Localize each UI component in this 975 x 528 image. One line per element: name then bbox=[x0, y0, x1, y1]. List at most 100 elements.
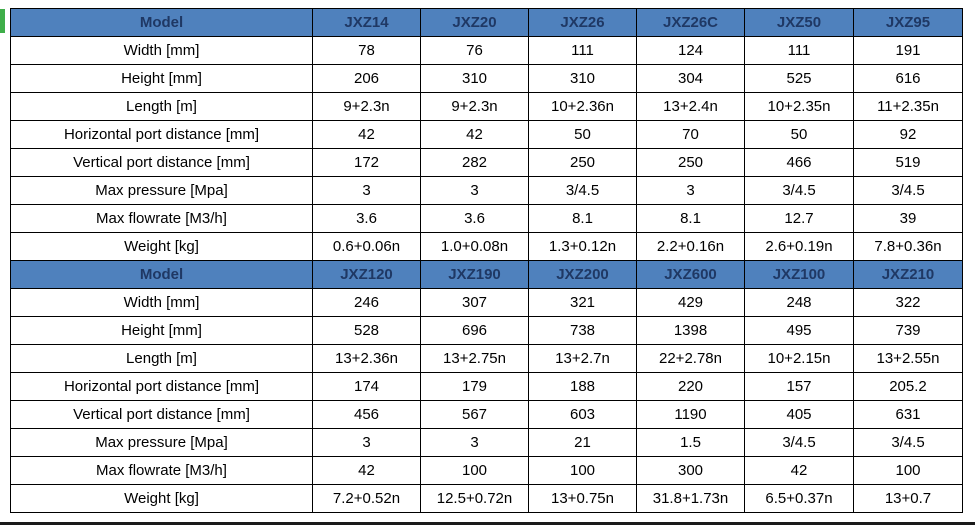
spec-value-cell: 206 bbox=[312, 64, 421, 93]
spec-row: Horizontal port distance [mm] 174 179 188 22… bbox=[10, 372, 963, 401]
spec-value-cell: 250 bbox=[528, 148, 637, 177]
spec-value-cell: 3/4.5 bbox=[744, 176, 854, 205]
spec-row-label: Weight [kg] bbox=[10, 484, 313, 513]
spec-row: Vertical port distance [mm] 172 282 250 250 4… bbox=[10, 148, 963, 177]
spec-row-label: Max flowrate [M3/h] bbox=[10, 456, 313, 485]
spec-value-cell: 246 bbox=[312, 288, 421, 317]
spec-row: Weight [kg] 7.2+0.52n 12.5+0.72n 13+0.75n 31… bbox=[10, 484, 963, 513]
spec-value-cell: 456 bbox=[312, 400, 421, 429]
spec-value-cell: 300 bbox=[636, 456, 745, 485]
spec-row-label: Length [m] bbox=[10, 344, 313, 373]
spec-value-cell: 248 bbox=[744, 288, 854, 317]
spec-value-cell: 3 bbox=[312, 176, 421, 205]
model-name-cell: JXZ26C bbox=[636, 8, 745, 37]
spec-row: Width [mm] 246 307 321 429 248 322 bbox=[10, 288, 963, 317]
spec-value-cell: 205.2 bbox=[853, 372, 963, 401]
spec-value-cell: 8.1 bbox=[636, 204, 745, 233]
spec-value-cell: 70 bbox=[636, 120, 745, 149]
spec-row-label: Vertical port distance [mm] bbox=[10, 148, 313, 177]
model-header-row-2: Model JXZ120 JXZ190 JXZ200 JXZ600 JXZ100 JXZ21… bbox=[10, 260, 963, 289]
spec-value-cell: 528 bbox=[312, 316, 421, 345]
spec-table: Model JXZ14 JXZ20 JXZ26 JXZ26C JXZ50 JXZ95 Widt… bbox=[10, 8, 963, 513]
spec-value-cell: 1.3+0.12n bbox=[528, 232, 637, 261]
left-edge-artifact bbox=[0, 9, 5, 33]
spec-row: Width [mm] 78 76 111 124 111 191 bbox=[10, 36, 963, 65]
spec-value-cell: 466 bbox=[744, 148, 854, 177]
spec-row-label: Height [mm] bbox=[10, 64, 313, 93]
spec-value-cell: 42 bbox=[312, 456, 421, 485]
spec-value-cell: 3/4.5 bbox=[853, 428, 963, 457]
model-name-cell: JXZ100 bbox=[744, 260, 854, 289]
spec-value-cell: 405 bbox=[744, 400, 854, 429]
spec-value-cell: 220 bbox=[636, 372, 745, 401]
spec-value-cell: 174 bbox=[312, 372, 421, 401]
spec-value-cell: 3 bbox=[636, 176, 745, 205]
spec-row-label: Length [m] bbox=[10, 92, 313, 121]
spec-row-label: Width [mm] bbox=[10, 288, 313, 317]
model-name-cell: JXZ20 bbox=[420, 8, 529, 37]
spec-value-cell: 12.5+0.72n bbox=[420, 484, 529, 513]
model-header-row-1: Model JXZ14 JXZ20 JXZ26 JXZ26C JXZ50 JXZ95 bbox=[10, 8, 963, 37]
spec-value-cell: 11+2.35n bbox=[853, 92, 963, 121]
spec-value-cell: 13+0.7 bbox=[853, 484, 963, 513]
spec-value-cell: 616 bbox=[853, 64, 963, 93]
spec-value-cell: 7.8+0.36n bbox=[853, 232, 963, 261]
spec-value-cell: 1.5 bbox=[636, 428, 745, 457]
model-name-cell: JXZ200 bbox=[528, 260, 637, 289]
spec-row-label: Width [mm] bbox=[10, 36, 313, 65]
spec-value-cell: 3 bbox=[420, 428, 529, 457]
spec-value-cell: 100 bbox=[853, 456, 963, 485]
spec-row: Max flowrate [M3/h] 3.6 3.6 8.1 8.1 12.7 39 bbox=[10, 204, 963, 233]
spec-row: Horizontal port distance [mm] 42 42 50 70 50 9… bbox=[10, 120, 963, 149]
spec-value-cell: 3/4.5 bbox=[853, 176, 963, 205]
spec-row-label: Vertical port distance [mm] bbox=[10, 400, 313, 429]
spec-value-cell: 1.0+0.08n bbox=[420, 232, 529, 261]
spec-value-cell: 696 bbox=[420, 316, 529, 345]
spec-row-label: Max flowrate [M3/h] bbox=[10, 204, 313, 233]
spec-value-cell: 603 bbox=[528, 400, 637, 429]
spec-value-cell: 519 bbox=[853, 148, 963, 177]
spec-row-label: Max pressure [Mpa] bbox=[10, 176, 313, 205]
spec-value-cell: 42 bbox=[312, 120, 421, 149]
spec-value-cell: 22+2.78n bbox=[636, 344, 745, 373]
spec-value-cell: 7.2+0.52n bbox=[312, 484, 421, 513]
model-name-cell: JXZ95 bbox=[853, 8, 963, 37]
spec-value-cell: 304 bbox=[636, 64, 745, 93]
model-header-corner: Model bbox=[10, 260, 313, 289]
model-name-cell: JXZ50 bbox=[744, 8, 854, 37]
spec-value-cell: 310 bbox=[420, 64, 529, 93]
spec-value-cell: 50 bbox=[528, 120, 637, 149]
spec-value-cell: 9+2.3n bbox=[312, 92, 421, 121]
spec-value-cell: 42 bbox=[744, 456, 854, 485]
spec-value-cell: 322 bbox=[853, 288, 963, 317]
spec-value-cell: 0.6+0.06n bbox=[312, 232, 421, 261]
spec-row-label: Horizontal port distance [mm] bbox=[10, 120, 313, 149]
spec-value-cell: 10+2.36n bbox=[528, 92, 637, 121]
spec-value-cell: 191 bbox=[853, 36, 963, 65]
spec-value-cell: 738 bbox=[528, 316, 637, 345]
spec-value-cell: 3/4.5 bbox=[528, 176, 637, 205]
spec-value-cell: 250 bbox=[636, 148, 745, 177]
spec-row: Length [m] 13+2.36n 13+2.75n 13+2.7n 22+2.78… bbox=[10, 344, 963, 373]
spec-value-cell: 13+2.36n bbox=[312, 344, 421, 373]
spec-value-cell: 13+2.75n bbox=[420, 344, 529, 373]
spec-value-cell: 1190 bbox=[636, 400, 745, 429]
spec-value-cell: 739 bbox=[853, 316, 963, 345]
model-name-cell: JXZ14 bbox=[312, 8, 421, 37]
spec-row-label: Horizontal port distance [mm] bbox=[10, 372, 313, 401]
spec-value-cell: 321 bbox=[528, 288, 637, 317]
spec-value-cell: 3/4.5 bbox=[744, 428, 854, 457]
spec-row: Vertical port distance [mm] 456 567 603 1190… bbox=[10, 400, 963, 429]
spec-row: Max pressure [Mpa] 3 3 3/4.5 3 3/4.5 3/4.5 bbox=[10, 176, 963, 205]
spec-value-cell: 13+2.55n bbox=[853, 344, 963, 373]
spec-value-cell: 282 bbox=[420, 148, 529, 177]
spec-value-cell: 310 bbox=[528, 64, 637, 93]
spec-value-cell: 631 bbox=[853, 400, 963, 429]
spec-value-cell: 525 bbox=[744, 64, 854, 93]
spec-value-cell: 13+0.75n bbox=[528, 484, 637, 513]
spec-row: Max flowrate [M3/h] 42 100 100 300 42 100 bbox=[10, 456, 963, 485]
spec-value-cell: 124 bbox=[636, 36, 745, 65]
model-name-cell: JXZ210 bbox=[853, 260, 963, 289]
spec-value-cell: 42 bbox=[420, 120, 529, 149]
model-name-cell: JXZ120 bbox=[312, 260, 421, 289]
